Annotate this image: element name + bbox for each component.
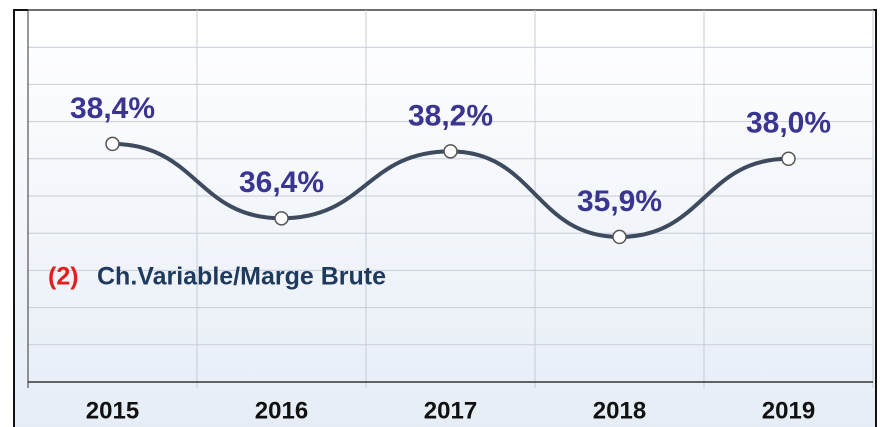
data-label: 38,2% bbox=[408, 99, 493, 132]
point bbox=[105, 136, 120, 152]
marks: 2015 2016 2017 2018 2019 38,4% 36,4% 38,2% 35,9%… bbox=[70, 92, 831, 425]
point bbox=[274, 211, 289, 226]
frame bbox=[13, 9, 877, 427]
data-label: 38,0% bbox=[746, 107, 831, 140]
x-tick-label: 2016 bbox=[255, 397, 308, 424]
data-label: 38,4% bbox=[70, 92, 155, 125]
x-tick-label: 2019 bbox=[762, 397, 815, 424]
annotation-number: (2) bbox=[48, 263, 79, 291]
point bbox=[443, 144, 458, 159]
point bbox=[781, 151, 796, 167]
x-tick-label: 2018 bbox=[593, 397, 646, 424]
annotation-text: Ch.Variable/Marge Brute bbox=[97, 263, 386, 291]
grid bbox=[27, 9, 874, 388]
x-tick-label: 2015 bbox=[86, 397, 139, 424]
x-tick-label: 2017 bbox=[424, 397, 477, 424]
data-label: 35,9% bbox=[577, 185, 662, 218]
data-label: 36,4% bbox=[239, 166, 324, 199]
point bbox=[612, 229, 627, 245]
